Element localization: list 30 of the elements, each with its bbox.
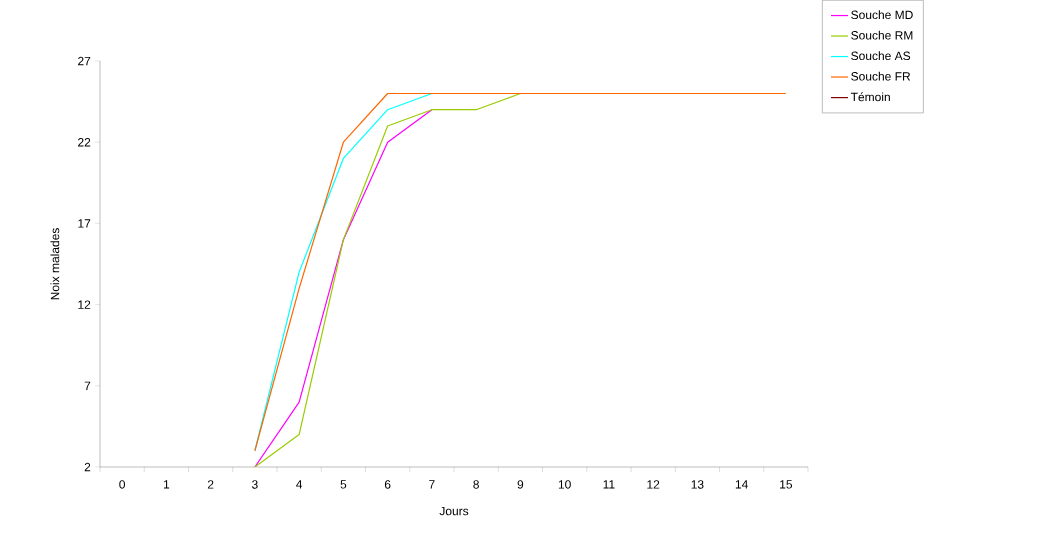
x-tick-label: 1 [163, 480, 170, 489]
x-tick-label: 5 [340, 480, 347, 489]
legend-label: Souche MD [851, 10, 913, 20]
x-tick-label: 12 [647, 480, 660, 489]
x-tick-label: 6 [384, 480, 391, 489]
x-tick-label: 8 [473, 480, 479, 489]
x-axis-title: Jours [439, 506, 469, 516]
x-tick-label: 4 [296, 480, 303, 489]
y-axis-title: Noix malades [50, 228, 60, 300]
x-tick-label: 3 [252, 480, 258, 489]
y-tick-label: 7 [84, 381, 91, 390]
x-tick-label: 2 [207, 480, 214, 489]
legend-label: Souche AS [851, 51, 911, 61]
x-tick-label: 10 [558, 480, 571, 489]
y-tick-label: 12 [78, 300, 91, 309]
legend-label: Souche RM [851, 30, 913, 40]
x-tick-label: 7 [429, 480, 435, 489]
x-tick-label: 11 [603, 480, 615, 489]
x-tick-label: 15 [780, 480, 793, 489]
y-tick-label: 27 [78, 56, 91, 66]
x-tick-label: 14 [735, 480, 748, 489]
y-tick-label: 17 [78, 219, 91, 228]
x-tick-label: 13 [691, 480, 704, 489]
legend-label: Témoin [850, 92, 890, 102]
legend-label: Souche FR [851, 71, 911, 81]
x-tick-label: 9 [517, 480, 524, 489]
line-series [254, 92, 521, 467]
y-tick-label: 2 [84, 462, 91, 472]
y-tick-label: 22 [78, 138, 91, 147]
x-tick-label: 0 [119, 480, 125, 489]
